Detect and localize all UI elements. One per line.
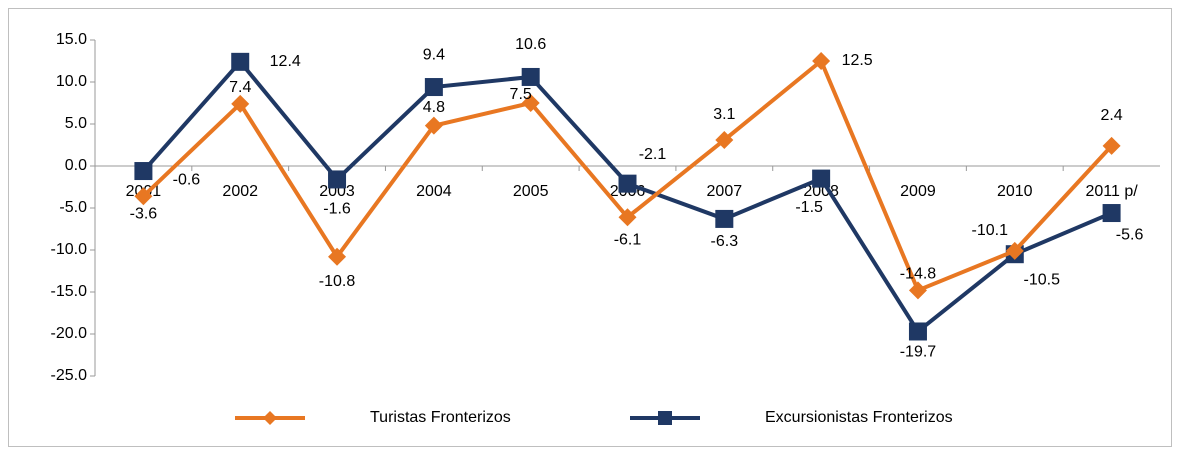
x-tick-label: 2009 <box>900 183 936 200</box>
data-label: -2.1 <box>639 146 667 163</box>
marker <box>134 187 153 206</box>
y-tick-label: -15.0 <box>51 283 88 300</box>
data-label: -14.8 <box>900 266 937 283</box>
marker <box>521 67 540 86</box>
x-tick-label: 2002 <box>222 183 258 200</box>
data-label: 3.1 <box>713 106 735 123</box>
y-tick-label: -5.0 <box>59 199 87 216</box>
marker <box>908 322 927 341</box>
x-tick-label: 2011 p/ <box>1085 183 1138 200</box>
data-label: -5.6 <box>1116 226 1144 243</box>
y-tick-label: -25.0 <box>51 367 88 384</box>
data-label: -10.8 <box>319 273 356 290</box>
marker <box>231 94 250 113</box>
marker <box>1005 241 1024 260</box>
data-label: -10.1 <box>972 222 1009 239</box>
data-label: -10.5 <box>1024 271 1061 288</box>
x-tick-label: 2004 <box>416 183 452 200</box>
marker <box>424 78 443 97</box>
data-label: 7.4 <box>229 79 251 96</box>
y-tick-label: 15.0 <box>56 31 87 48</box>
legend-marker <box>263 411 277 425</box>
marker <box>134 162 153 181</box>
marker <box>521 94 540 112</box>
x-tick-label: 2005 <box>513 183 549 200</box>
marker <box>231 52 250 71</box>
data-label: -6.1 <box>614 231 642 248</box>
legend-label: Turistas Fronterizos <box>370 409 511 426</box>
marker <box>1102 204 1121 223</box>
y-tick-label: 5.0 <box>65 115 87 132</box>
marker <box>618 208 637 227</box>
marker <box>715 130 734 149</box>
data-label: 9.4 <box>423 46 445 63</box>
marker <box>328 170 347 189</box>
y-tick-label: -20.0 <box>51 325 88 342</box>
marker <box>812 169 831 188</box>
x-tick-label: 2007 <box>707 183 743 200</box>
marker <box>1102 136 1121 155</box>
data-label: 12.4 <box>270 53 301 70</box>
data-label: -1.5 <box>795 199 823 216</box>
y-tick-label: 10.0 <box>56 73 87 90</box>
data-label: 2.4 <box>1100 107 1122 124</box>
legend-marker <box>658 411 672 425</box>
data-label: 10.6 <box>515 36 546 53</box>
marker <box>618 174 637 193</box>
marker <box>812 52 831 70</box>
y-tick-label: -10.0 <box>51 241 88 258</box>
data-label: 12.5 <box>842 52 873 69</box>
marker <box>908 281 927 300</box>
data-label: -6.3 <box>711 233 739 250</box>
data-label: -19.7 <box>900 344 937 361</box>
marker <box>715 209 734 228</box>
y-tick-label: 0.0 <box>65 157 87 174</box>
chart-border <box>8 8 1172 447</box>
marker <box>424 116 443 135</box>
data-label: 7.5 <box>510 86 532 103</box>
data-label: -3.6 <box>130 205 158 222</box>
x-tick-label: 2010 <box>997 183 1033 200</box>
marker <box>328 247 347 266</box>
data-label: 4.8 <box>423 99 445 116</box>
legend-label: Excursionistas Fronterizos <box>765 409 953 426</box>
data-label: -1.6 <box>323 201 351 218</box>
data-label: -0.6 <box>173 171 201 188</box>
